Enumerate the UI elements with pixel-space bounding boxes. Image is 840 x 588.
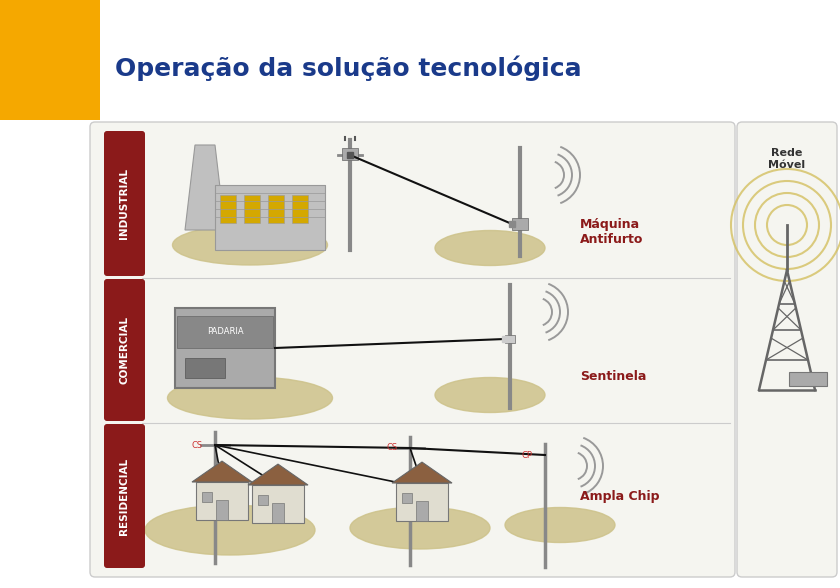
Bar <box>258 495 268 505</box>
Bar <box>789 372 827 386</box>
Bar <box>175 308 275 388</box>
FancyBboxPatch shape <box>104 424 145 568</box>
Ellipse shape <box>435 377 545 413</box>
Bar <box>292 195 308 223</box>
Text: RESIDENCIAL: RESIDENCIAL <box>119 457 129 534</box>
Bar <box>268 195 284 223</box>
Bar <box>202 492 212 502</box>
Text: Sentinela: Sentinela <box>580 370 646 383</box>
Bar <box>216 500 228 520</box>
FancyBboxPatch shape <box>104 131 145 276</box>
Bar <box>505 335 515 343</box>
Text: PADARIA: PADARIA <box>207 328 244 336</box>
Bar <box>252 485 304 523</box>
Ellipse shape <box>167 377 333 419</box>
Bar <box>402 493 412 503</box>
Bar <box>220 195 236 223</box>
Bar <box>416 501 428 521</box>
Text: CS: CS <box>192 440 203 449</box>
Bar <box>185 358 225 378</box>
Polygon shape <box>185 145 225 230</box>
FancyBboxPatch shape <box>90 122 735 577</box>
Text: COMERCIAL: COMERCIAL <box>119 316 129 384</box>
Text: CS: CS <box>387 443 398 453</box>
FancyBboxPatch shape <box>737 122 837 577</box>
Ellipse shape <box>145 505 315 555</box>
Polygon shape <box>248 464 308 485</box>
Text: Máquina
Antifurto: Máquina Antifurto <box>580 218 643 246</box>
Ellipse shape <box>435 230 545 266</box>
Bar <box>512 218 528 230</box>
Polygon shape <box>192 461 252 482</box>
FancyBboxPatch shape <box>104 279 145 421</box>
Bar <box>244 195 260 223</box>
Ellipse shape <box>350 507 490 549</box>
Bar <box>272 503 284 523</box>
Text: CP: CP <box>522 450 533 459</box>
Bar <box>396 483 448 521</box>
Bar <box>177 316 273 348</box>
Ellipse shape <box>505 507 615 543</box>
Text: Operação da solução tecnológica: Operação da solução tecnológica <box>115 55 581 81</box>
Bar <box>0 0 100 120</box>
Text: Rede
Móvel: Rede Móvel <box>769 148 806 169</box>
Bar <box>342 148 358 160</box>
Text: INDUSTRIAL: INDUSTRIAL <box>119 168 129 239</box>
Bar <box>196 482 248 520</box>
Polygon shape <box>392 462 452 483</box>
Ellipse shape <box>172 225 328 265</box>
Bar <box>215 185 325 250</box>
Text: Ampla Chip: Ampla Chip <box>580 490 659 503</box>
